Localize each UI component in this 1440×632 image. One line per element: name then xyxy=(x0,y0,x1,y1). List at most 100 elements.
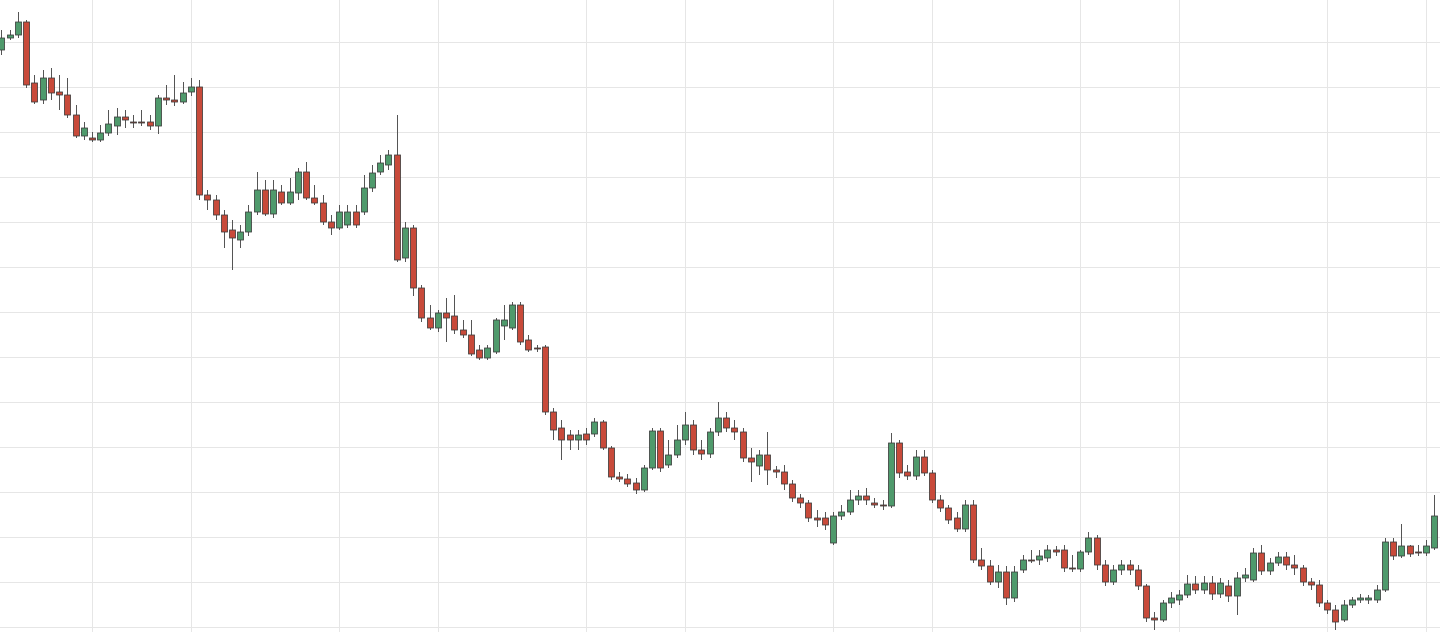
candle-body xyxy=(188,86,195,93)
candle-body xyxy=(1316,584,1323,604)
candle-body xyxy=(204,194,211,201)
candle-body xyxy=(978,559,985,567)
candle-body xyxy=(328,221,335,229)
candle-body xyxy=(1192,583,1199,591)
candle-body xyxy=(962,504,969,530)
candle-body xyxy=(56,91,63,96)
candle-body xyxy=(23,21,30,86)
candle-body xyxy=(534,347,541,350)
candle-body xyxy=(1250,552,1257,581)
candle-body xyxy=(97,132,104,141)
candle-body xyxy=(1234,577,1241,597)
candle-body xyxy=(542,346,549,413)
candle-body xyxy=(385,154,392,166)
candle-body xyxy=(731,427,738,433)
candle-body xyxy=(81,127,88,137)
candle-body xyxy=(1242,574,1249,579)
candle-body xyxy=(320,202,327,223)
candle-body xyxy=(237,231,244,241)
candle-body xyxy=(1291,564,1298,569)
candle-body xyxy=(476,349,483,359)
candle-body xyxy=(1217,582,1224,595)
candle-body xyxy=(278,191,285,204)
candle-body xyxy=(1415,551,1422,554)
candle-body xyxy=(435,312,442,329)
candle-body xyxy=(1374,589,1381,601)
candle-body xyxy=(1160,602,1167,621)
candle-body xyxy=(855,495,862,501)
candle-body xyxy=(781,471,788,485)
candle-body xyxy=(73,114,80,137)
candle-body xyxy=(863,495,870,501)
candle-body xyxy=(7,34,14,39)
candle-body xyxy=(567,434,574,441)
candle-body xyxy=(1020,559,1027,571)
candle-body xyxy=(1349,599,1356,606)
candle-body xyxy=(888,442,895,507)
candle-body xyxy=(138,121,145,124)
candle-body xyxy=(245,211,252,233)
candle-body xyxy=(838,511,845,517)
candle-body xyxy=(1275,556,1282,564)
candle-body xyxy=(913,456,920,477)
candle-body xyxy=(805,502,812,519)
candle-body xyxy=(1003,571,1010,599)
candle-body xyxy=(1044,549,1051,559)
candle-body xyxy=(89,137,96,141)
candle-body xyxy=(525,339,532,351)
candle-body xyxy=(270,189,277,215)
candle-body xyxy=(764,454,771,471)
candle-body xyxy=(40,77,47,101)
candle-body xyxy=(369,172,376,189)
candle-body xyxy=(418,287,425,319)
candle-body xyxy=(1225,585,1232,597)
candle-body xyxy=(1176,594,1183,601)
candle-body xyxy=(1110,569,1117,583)
candle-body xyxy=(344,211,351,226)
candle-body xyxy=(600,421,607,449)
candle-body xyxy=(616,476,623,480)
candle-body xyxy=(698,449,705,455)
candle-body xyxy=(180,92,187,103)
candle-body xyxy=(871,502,878,506)
candle-body xyxy=(377,162,384,173)
candle-body xyxy=(1069,567,1076,570)
candle-body xyxy=(1061,549,1068,569)
candle-body xyxy=(171,99,178,103)
candle-body xyxy=(1357,597,1364,601)
candle-body xyxy=(1308,581,1315,586)
candle-body xyxy=(1390,541,1397,557)
candle-body xyxy=(830,515,837,544)
candle-body xyxy=(130,121,137,124)
candle-body xyxy=(451,315,458,331)
candle-body xyxy=(665,454,672,466)
candle-body xyxy=(196,86,203,196)
candle-body xyxy=(797,497,804,504)
candle-body xyxy=(954,517,961,530)
candle-body xyxy=(254,189,261,213)
candle-body xyxy=(509,304,516,329)
candle-body xyxy=(880,504,887,507)
candle-body xyxy=(1283,556,1290,566)
candle-body xyxy=(633,482,640,491)
candle-body xyxy=(1258,552,1265,572)
candle-body xyxy=(1209,582,1216,595)
candle-body xyxy=(929,472,936,501)
candle-body xyxy=(48,77,55,94)
candle-body xyxy=(493,319,500,353)
candle-body xyxy=(1118,564,1125,571)
candle-body xyxy=(1407,545,1414,555)
candle-body xyxy=(1143,585,1150,619)
candle-body xyxy=(657,430,664,469)
candle-body xyxy=(1151,617,1158,621)
candle-body xyxy=(558,427,565,441)
candle-body xyxy=(1102,564,1109,583)
candle-body xyxy=(723,417,730,429)
candle-body xyxy=(155,97,162,127)
candle-body xyxy=(1341,604,1348,621)
candle-body xyxy=(295,171,302,194)
candle-body xyxy=(147,121,154,127)
candle-body xyxy=(945,507,952,521)
candle-body xyxy=(987,565,994,583)
